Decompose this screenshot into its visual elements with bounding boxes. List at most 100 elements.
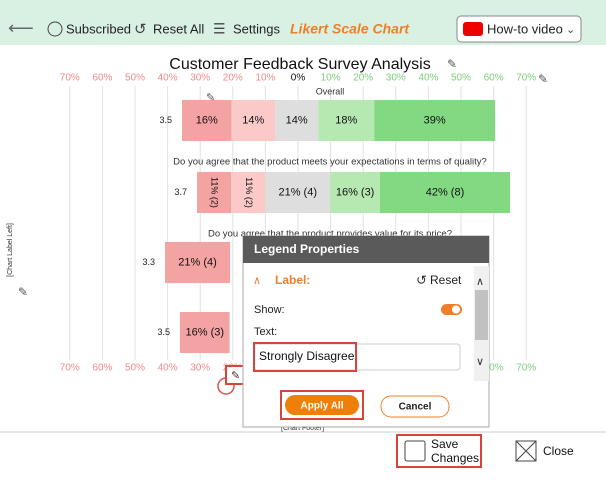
edit-icon[interactable]: ✎ xyxy=(447,57,457,71)
close-button[interactable]: Close xyxy=(543,444,574,458)
reset-button[interactable]: Reset xyxy=(430,273,462,287)
segment-label: 21% (4) xyxy=(278,186,317,198)
dialog-title: Legend Properties xyxy=(254,242,360,256)
segment-label: 18% xyxy=(335,114,357,126)
x-tick-label: 30% xyxy=(190,73,210,84)
dropdown-arrow: ⌄ xyxy=(566,24,575,36)
x-tick-label: 60% xyxy=(92,73,112,84)
video-button[interactable] xyxy=(456,15,582,43)
subscribed-icon xyxy=(47,21,63,37)
x-tick-label: 60% xyxy=(92,363,112,374)
x-tick-label: 50% xyxy=(125,363,145,374)
x-tick-label: 70% xyxy=(516,73,536,84)
likert-segment xyxy=(182,100,232,141)
edit-icon[interactable]: ✎ xyxy=(538,72,548,86)
row-average: 3.3 xyxy=(142,257,155,267)
dialog-header xyxy=(243,236,489,263)
row-question: Overall xyxy=(316,86,345,96)
x-tick-label: 60% xyxy=(484,73,504,84)
likert-segment xyxy=(231,100,275,141)
settings-icon: ☰ xyxy=(213,21,226,37)
x-tick-label: 70% xyxy=(60,73,80,84)
segment-label: 16% (3) xyxy=(336,186,375,198)
likert-segment xyxy=(275,100,319,141)
likert-segment xyxy=(180,312,230,353)
segment-label: 16% xyxy=(196,114,218,126)
chart-title: Customer Feedback Survey Analysis xyxy=(169,56,430,73)
x-tick-label: 30% xyxy=(386,73,406,84)
text-label: Text: xyxy=(254,326,277,338)
chart-footer: [Chart Footer] xyxy=(281,425,324,432)
edit-icon: ✎ xyxy=(206,92,215,104)
text-input-value: Strongly Disagree xyxy=(259,349,355,363)
x-tick-label: 50% xyxy=(125,73,145,84)
x-tick-label: 10% xyxy=(255,73,275,84)
row-average: 3.7 xyxy=(174,187,187,197)
collapse-icon[interactable]: ∧ xyxy=(253,275,261,287)
segment-label: 14% xyxy=(242,114,264,126)
close-icon-x xyxy=(515,440,537,462)
x-tick-label: 40% xyxy=(418,73,438,84)
save-icon xyxy=(404,440,426,462)
save-label: Changes xyxy=(431,451,479,465)
legend-dialog: Legend Properties ∧ Label: ↺ Reset ∧ ∨ S… xyxy=(242,235,490,428)
toggle-knob xyxy=(452,305,460,314)
youtube-icon xyxy=(463,22,483,36)
row-average: 3.5 xyxy=(159,115,172,125)
row-average: 3.5 xyxy=(157,327,170,337)
x-tick-label: 20% xyxy=(353,73,373,84)
x-tick-label: 70% xyxy=(516,363,536,374)
x-tick-label: 20% xyxy=(223,73,243,84)
save-label: Save xyxy=(431,437,459,451)
edit-icon: ✎ xyxy=(231,370,240,382)
likert-segment xyxy=(197,172,232,213)
likert-segment xyxy=(374,100,496,141)
edit-icon[interactable]: ✎ xyxy=(18,285,28,299)
segment-label: 21% (4) xyxy=(178,256,217,268)
scroll-up[interactable]: ∧ xyxy=(476,276,484,288)
x-tick-label: 40% xyxy=(158,363,178,374)
close-icon[interactable] xyxy=(515,440,537,462)
x-tick-label: 60% xyxy=(484,363,504,374)
show-label: Show: xyxy=(254,304,285,316)
segment-label: 11% (2) xyxy=(210,177,220,208)
x-tick-label: 40% xyxy=(158,73,178,84)
row-question: Do you agree that the product meets your… xyxy=(173,157,487,168)
likert-segment xyxy=(379,172,511,213)
x-tick-label: 70% xyxy=(60,363,80,374)
subscribed[interactable]: Subscribed xyxy=(66,21,131,36)
reset-icon: ↺ xyxy=(134,21,147,38)
likert-segment xyxy=(231,172,266,213)
scroll-down[interactable]: ∨ xyxy=(476,356,484,368)
video-button-label: How-to video xyxy=(487,21,563,36)
input-highlight xyxy=(253,342,357,372)
dialog-body xyxy=(242,235,490,428)
apply-button[interactable] xyxy=(285,395,359,415)
x-tick-label: 0% xyxy=(291,73,306,84)
segment-label: 14% xyxy=(286,114,308,126)
segment-label: 39% xyxy=(424,114,446,126)
segment-label: 42% (8) xyxy=(426,186,465,198)
reset-all[interactable]: Reset All xyxy=(153,21,204,36)
x-tick-label: 50% xyxy=(451,73,471,84)
save-button[interactable] xyxy=(396,434,482,468)
cancel-button[interactable] xyxy=(380,395,450,418)
row-question: Do you agree that the product provides v… xyxy=(208,229,452,240)
x-tick-label: 10% xyxy=(321,73,341,84)
x-tick-label: 30% xyxy=(190,363,210,374)
apply-highlight xyxy=(280,390,364,420)
likert-segment xyxy=(265,172,331,213)
settings[interactable]: Settings xyxy=(233,21,280,36)
segment-label: 11% (2) xyxy=(244,177,254,208)
rows: Overall 3.5 16% 14% 14% 18% 39% Do you agree th… xyxy=(142,86,511,353)
cancel-label: Cancel xyxy=(399,402,432,413)
likert-segment xyxy=(330,172,380,213)
likert-segment xyxy=(165,242,231,283)
apply-label: Apply All xyxy=(301,401,344,412)
scrollbar-thumb[interactable] xyxy=(475,290,488,340)
back-button[interactable]: ⟵ xyxy=(8,18,34,38)
app-title: Likert Scale Chart xyxy=(290,21,410,37)
section-label: Label: xyxy=(275,273,310,287)
